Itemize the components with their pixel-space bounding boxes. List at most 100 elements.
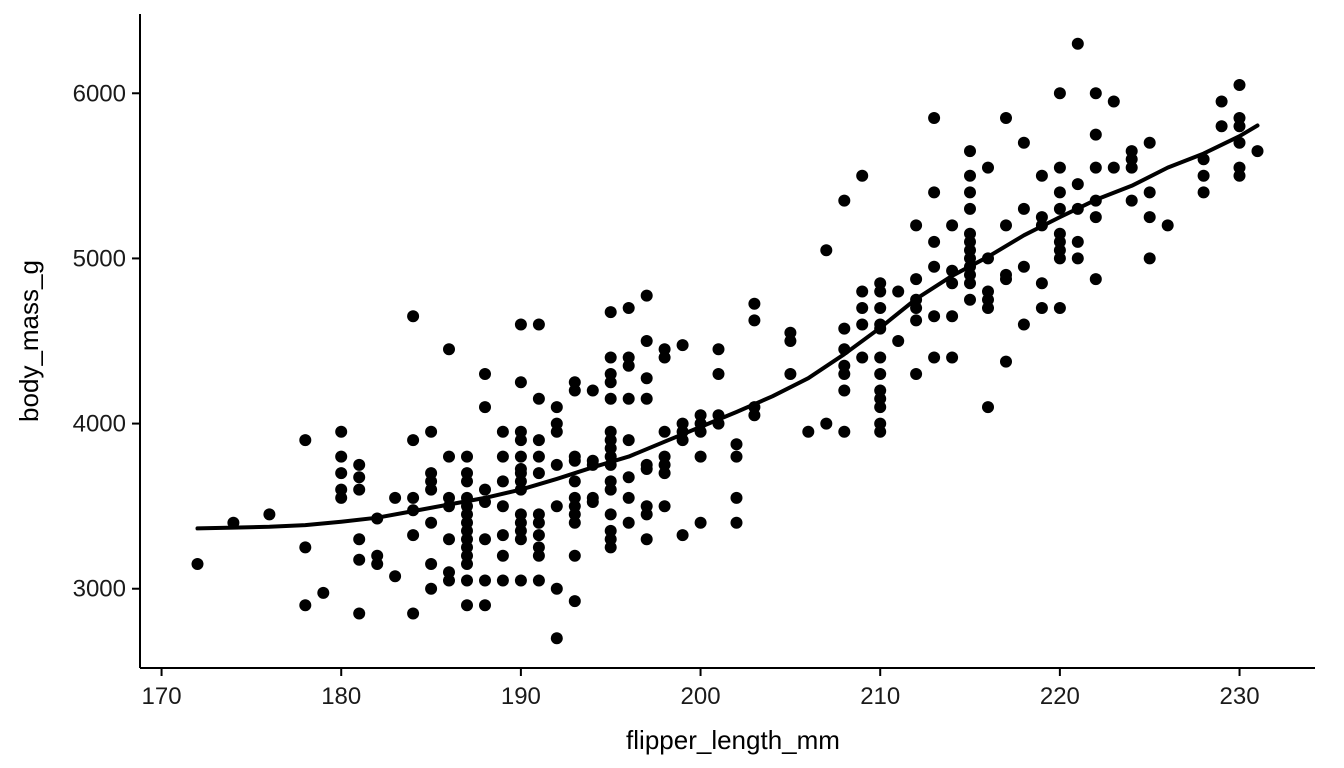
data-point [712,368,725,380]
data-point [784,368,797,380]
data-point [658,467,671,480]
data-point [443,533,455,546]
data-point [748,297,761,310]
data-point [496,450,509,463]
data-point [1125,194,1138,207]
data-point [496,500,509,513]
data-point [982,401,994,414]
data-point [928,351,941,364]
data-point [730,491,743,504]
data-point [604,376,617,389]
data-point [532,541,545,554]
data-point [1125,161,1138,174]
data-point [461,524,473,537]
data-point [461,541,473,554]
y-axis-title: body_mass_g [14,260,44,422]
data-point [694,450,707,463]
data-point [856,285,869,298]
data-point [622,434,635,447]
data-point [1000,273,1012,286]
data-point [1071,252,1084,265]
data-point [622,302,635,314]
data-point [676,417,689,430]
y-tick-label: 6000 [73,80,126,107]
data-point [407,434,420,447]
data-point [299,599,312,612]
data-point [299,434,312,447]
data-point [658,458,671,471]
data-point [461,574,473,587]
data-point [532,450,545,463]
data-point [838,425,851,438]
data-point [964,145,976,158]
data-point [1035,169,1048,182]
data-point [479,401,491,414]
data-point [532,392,545,405]
x-axis-title: flipper_length_mm [626,725,840,755]
data-point [514,508,527,521]
data-point [514,425,527,438]
data-point [604,524,617,537]
data-point [658,343,671,356]
data-point [1035,211,1048,224]
data-point [568,516,581,529]
data-point [586,496,599,508]
data-point [407,607,420,620]
data-point [191,558,204,570]
data-point [604,533,617,546]
data-point [568,508,581,521]
data-point [532,549,545,562]
data-point [479,599,491,612]
data-point [514,574,527,587]
data-point [946,219,959,232]
data-point [964,169,976,182]
data-point [568,595,581,608]
data-point [353,483,366,496]
data-point [658,425,671,438]
data-point [1143,211,1156,224]
data-point [856,318,869,331]
data-point [461,533,473,546]
data-point [892,335,905,347]
data-point [640,289,653,302]
data-point [1053,252,1066,265]
data-point [982,293,994,306]
data-point [550,425,563,438]
data-point [964,268,976,281]
data-point [1017,202,1030,215]
data-point [1143,252,1156,265]
data-point [371,558,384,570]
data-point [946,277,959,290]
data-point [461,467,473,480]
data-point [1053,186,1066,199]
data-point [407,491,420,504]
data-point [748,314,761,327]
data-point [1233,79,1246,91]
data-point [1035,302,1048,314]
x-tick-label: 200 [681,683,721,710]
data-point [461,516,473,529]
data-point [532,516,545,529]
data-point [910,314,923,327]
data-point [1161,219,1174,232]
y-axis-ticks: 3000 4000 5000 6000 [73,80,140,603]
data-point [604,475,617,488]
data-point [640,335,653,347]
data-point [586,384,599,397]
x-tick-label: 170 [142,683,182,710]
data-point [1053,87,1066,100]
data-point [640,372,653,385]
data-point [461,599,473,612]
data-point [640,500,653,513]
data-point [928,235,941,248]
data-point [874,351,887,364]
data-point [425,558,438,570]
data-point [640,392,653,405]
data-point [550,401,563,414]
data-point [550,500,563,513]
data-point [1053,227,1066,240]
data-point [514,533,527,546]
data-point [730,450,743,463]
data-point [856,169,869,182]
data-point [425,483,438,496]
